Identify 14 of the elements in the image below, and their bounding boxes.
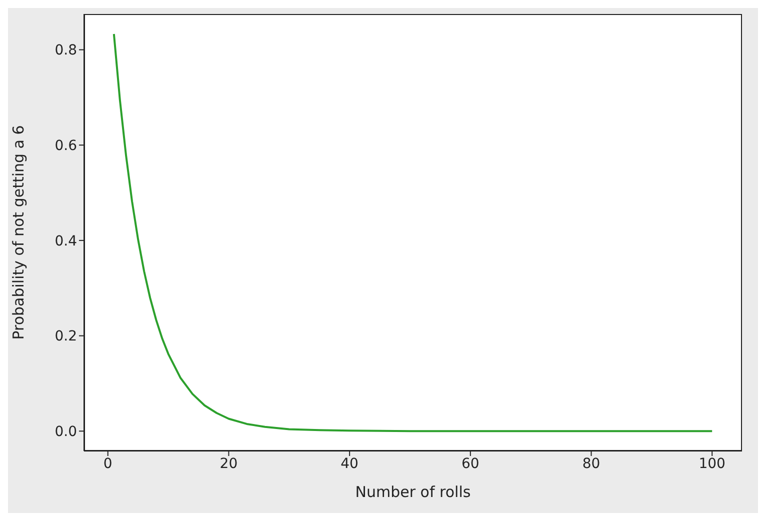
y-axis-title: Probability of not getting a 6 [9, 125, 28, 340]
x-tick-label: 20 [220, 456, 238, 472]
x-tick-label: 100 [698, 456, 726, 472]
x-axis-title: Number of rolls [355, 483, 471, 501]
y-tick-label: 0.2 [54, 328, 77, 345]
y-tick-label: 0.6 [54, 138, 78, 154]
x-tick-label: 60 [461, 456, 480, 472]
line-series [112, 33, 714, 432]
y-tick-label: 0.4 [54, 233, 78, 250]
x-tick-label: 0 [103, 456, 112, 472]
x-tick-label: 40 [340, 456, 358, 472]
x-tick-label: 80 [582, 456, 600, 472]
y-tick-label: 0.8 [54, 42, 77, 59]
y-tick-label: 0.0 [54, 424, 77, 440]
